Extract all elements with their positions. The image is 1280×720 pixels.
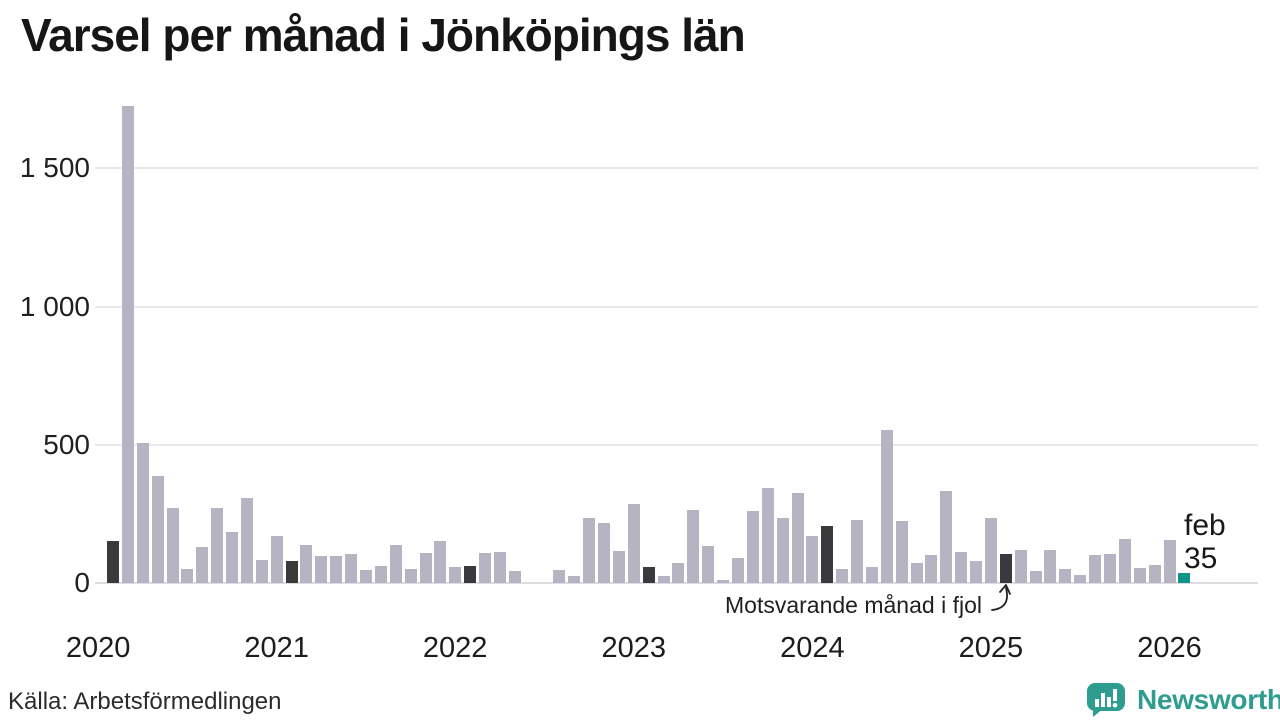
bar-2023-12[interactable] bbox=[791, 493, 804, 583]
newsworthy-branding[interactable]: Newsworthy bbox=[1086, 682, 1280, 718]
bar-2023-10[interactable] bbox=[761, 488, 774, 583]
bar-2024-08[interactable] bbox=[910, 563, 923, 583]
x-axis-tick-label-2022: 2022 bbox=[422, 632, 488, 664]
fjol-annotation-label: Motsvarande månad i fjol bbox=[725, 592, 982, 618]
page-title: Varsel per månad i Jönköpings län bbox=[21, 9, 746, 61]
bar-2025-04[interactable] bbox=[1029, 571, 1042, 583]
bar-2025-08[interactable] bbox=[1089, 555, 1102, 583]
bar-2025-10[interactable] bbox=[1118, 539, 1131, 583]
bar-2021-03[interactable] bbox=[300, 545, 313, 583]
bar-2022-12[interactable] bbox=[612, 551, 625, 583]
y-axis-tick-label: 0 bbox=[74, 567, 90, 598]
bar-2023-02[interactable] bbox=[642, 567, 655, 583]
y-axis-tick-label: 500 bbox=[43, 428, 90, 460]
bar-2023-11[interactable] bbox=[776, 518, 789, 583]
bar-2025-02[interactable] bbox=[999, 554, 1012, 583]
bar-2021-07[interactable] bbox=[360, 570, 372, 583]
bar-2022-10[interactable] bbox=[583, 518, 596, 583]
bar-2024-02[interactable] bbox=[821, 526, 834, 583]
bar-2023-05[interactable] bbox=[687, 510, 700, 583]
gridline-y-500 bbox=[95, 443, 1258, 446]
bar-2024-06[interactable] bbox=[880, 430, 893, 583]
x-axis-tick-label-2020: 2020 bbox=[65, 632, 131, 664]
newsworthy-logo-icon bbox=[1087, 683, 1125, 717]
bar-2023-01[interactable] bbox=[627, 504, 640, 583]
bar-2023-09[interactable] bbox=[746, 511, 759, 583]
bar-2023-06[interactable] bbox=[702, 546, 715, 583]
bar-2024-03[interactable] bbox=[836, 569, 849, 583]
bar-2020-12[interactable] bbox=[255, 560, 268, 583]
x-axis-tick-label-2026: 2026 bbox=[1137, 632, 1202, 664]
bar-2024-05[interactable] bbox=[865, 567, 878, 583]
y-axis-tick-label: 1 500 bbox=[19, 152, 90, 184]
bar-2024-10[interactable] bbox=[940, 491, 953, 583]
bar-2021-12[interactable] bbox=[434, 541, 447, 583]
bar-2020-03[interactable] bbox=[121, 106, 134, 583]
bar-2024-09[interactable] bbox=[925, 555, 938, 583]
bar-2022-01[interactable] bbox=[449, 567, 462, 583]
bar-2020-06[interactable] bbox=[166, 508, 179, 583]
bar-2023-07[interactable] bbox=[717, 580, 730, 583]
bar-2020-02[interactable] bbox=[107, 541, 119, 583]
bar-2021-10[interactable] bbox=[404, 569, 417, 583]
latest-month-label: feb bbox=[1184, 509, 1226, 542]
bar-2021-02[interactable] bbox=[285, 561, 298, 583]
bar-2023-04[interactable] bbox=[672, 563, 685, 583]
gridline-y-1000 bbox=[95, 305, 1258, 308]
bar-2024-12[interactable] bbox=[970, 561, 982, 583]
bar-2022-08[interactable] bbox=[553, 570, 566, 583]
bar-2021-04[interactable] bbox=[315, 556, 328, 583]
bar-2026-02[interactable] bbox=[1178, 573, 1191, 583]
bar-2025-03[interactable] bbox=[1014, 550, 1027, 583]
bar-2021-11[interactable] bbox=[419, 553, 432, 583]
bar-2024-07[interactable] bbox=[895, 521, 908, 583]
bar-2020-07[interactable] bbox=[181, 569, 194, 583]
bar-2020-04[interactable] bbox=[136, 443, 149, 583]
fjol-annotation-arrow-icon bbox=[991, 584, 1011, 611]
source-note: Källa: Arbetsförmedlingen bbox=[8, 688, 282, 715]
bar-2021-06[interactable] bbox=[345, 554, 358, 583]
bar-2025-01[interactable] bbox=[984, 518, 997, 583]
bar-2022-11[interactable] bbox=[598, 523, 610, 583]
bar-2024-04[interactable] bbox=[851, 520, 863, 583]
bar-2022-09[interactable] bbox=[568, 576, 581, 583]
x-axis-tick-label-2024: 2024 bbox=[780, 632, 845, 664]
bar-2025-05[interactable] bbox=[1044, 550, 1057, 583]
bar-2023-03[interactable] bbox=[657, 576, 670, 583]
x-axis-tick-label-2023: 2023 bbox=[601, 632, 667, 664]
bar-2022-05[interactable] bbox=[508, 571, 521, 583]
latest-value-callout: feb 35 bbox=[1184, 509, 1226, 575]
bar-2021-01[interactable] bbox=[270, 536, 283, 583]
bar-2025-12[interactable] bbox=[1148, 565, 1161, 583]
bar-2020-08[interactable] bbox=[196, 547, 209, 583]
newsworthy-logo-text: Newsworthy bbox=[1137, 684, 1280, 715]
bar-2025-07[interactable] bbox=[1074, 575, 1087, 583]
bar-2025-09[interactable] bbox=[1104, 554, 1116, 583]
bar-2026-01[interactable] bbox=[1163, 540, 1176, 583]
bar-2021-08[interactable] bbox=[374, 566, 387, 583]
gridline-y-1500 bbox=[95, 167, 1258, 170]
bar-2022-04[interactable] bbox=[493, 552, 506, 583]
bar-2020-11[interactable] bbox=[240, 498, 253, 583]
x-axis-tick-label-2021: 2021 bbox=[244, 632, 309, 664]
bar-2025-06[interactable] bbox=[1059, 569, 1072, 583]
bar-2022-02[interactable] bbox=[464, 566, 477, 583]
bar-2024-01[interactable] bbox=[806, 536, 819, 583]
bar-2020-05[interactable] bbox=[151, 476, 164, 583]
bar-2021-09[interactable] bbox=[389, 545, 402, 583]
bar-2021-05[interactable] bbox=[330, 556, 343, 583]
bar-2025-11[interactable] bbox=[1133, 568, 1146, 583]
latest-value-label: 35 bbox=[1184, 542, 1218, 575]
bar-2022-03[interactable] bbox=[479, 553, 491, 583]
bar-2023-08[interactable] bbox=[732, 558, 744, 583]
bar-2020-09[interactable] bbox=[211, 508, 224, 583]
bar-2020-10[interactable] bbox=[226, 532, 238, 583]
x-axis-tick-label-2025: 2025 bbox=[958, 632, 1024, 664]
bar-2024-11[interactable] bbox=[955, 552, 968, 583]
gridline-y-0 bbox=[95, 582, 1258, 584]
y-axis-tick-label: 1 000 bbox=[19, 290, 90, 322]
